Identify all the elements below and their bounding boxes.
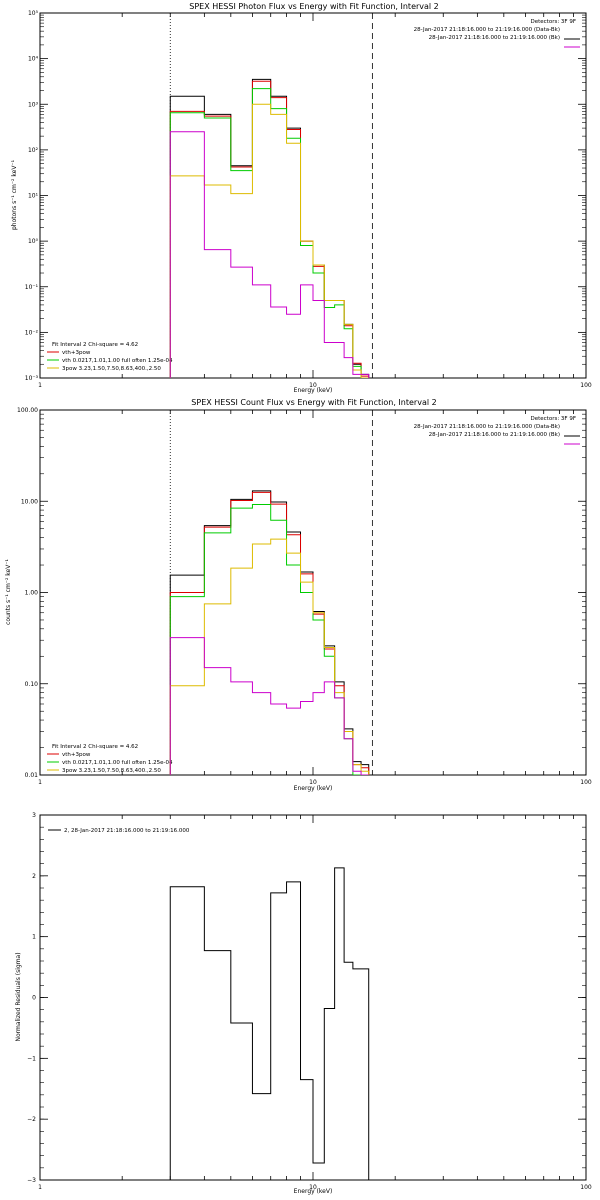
y-axis-label: Normalized Residuals (sigma): [15, 952, 22, 1041]
legend-label: 2, 28-Jan-2017 21:18:16.000 to 21:19:16.…: [64, 828, 190, 834]
residuals-panel: Energy (keV) Normalized Residuals (sigma…: [15, 812, 592, 1195]
y-tick-label: 3: [32, 812, 36, 819]
y-tick-label: 10.00: [21, 498, 38, 505]
series-group: [169, 78, 370, 378]
legend-label: 3pow 3.23,1.50,7.50,8.63,400.,2.50: [62, 366, 161, 372]
y-tick-label: 0.10: [25, 681, 39, 688]
legend-label: 3pow 3.23,1.50,7.50,8.63,400.,2.50: [62, 768, 161, 774]
y-tick-label: 0.01: [25, 772, 39, 779]
y-tick-label: 10¹: [28, 193, 39, 200]
x-tick-label: 100: [580, 382, 592, 389]
residuals-legend: 2, 28-Jan-2017 21:18:16.000 to 21:19:16.…: [64, 828, 190, 834]
chart-title: SPEX HESSI Count Flux vs Energy with Fit…: [191, 398, 436, 407]
y-tick-label: −2: [27, 1116, 36, 1123]
y-tick-label: 10⁻²: [25, 329, 39, 336]
detector-legend: Detectors: 3F 9F 28-Jan-2017 21:18:16.00…: [414, 416, 576, 438]
count-flux-panel: SPEX HESSI Count Flux vs Energy with Fit…: [5, 398, 592, 792]
y-tick-label: 10²: [28, 147, 39, 154]
series-line: [169, 103, 370, 378]
y-axis-label: photons s⁻¹ cm⁻² keV⁻¹: [11, 159, 18, 230]
series-line: [169, 131, 370, 378]
x-tick-label: 1: [38, 1184, 42, 1191]
fit-legend-header: Fit Interval 2 Chi-square = 4.62: [52, 342, 138, 348]
y-tick-label: 0: [32, 995, 36, 1002]
chart-title: SPEX HESSI Photon Flux vs Energy with Fi…: [189, 2, 439, 11]
x-tick-label: 100: [580, 1184, 592, 1191]
legend-label: 28-Jan-2017 21:18:16.000 to 21:19:16.000…: [414, 424, 560, 430]
legend-header: Detectors: 3F 9F: [530, 416, 576, 422]
x-tick-label: 10: [309, 779, 317, 786]
legend-label: vth 0.0217,1.01,1.00 full often 1.25e-04: [62, 358, 173, 364]
x-tick-label: 1: [38, 779, 42, 786]
series-group: [169, 490, 370, 775]
y-tick-label: 1: [32, 934, 36, 941]
x-tick-label: 100: [580, 779, 592, 786]
y-tick-label: 10⁻¹: [25, 284, 39, 291]
legend-label: vth+3pow: [62, 752, 91, 758]
y-tick-label: 2: [32, 873, 36, 880]
series-group: [169, 867, 370, 1180]
detector-legend: Detectors: 3F 9F 28-Jan-2017 21:18:16.00…: [414, 19, 576, 41]
y-tick-label: 10⁵: [28, 10, 39, 17]
x-tick-label: 10: [309, 382, 317, 389]
fit-legend-header: Fit Interval 2 Chi-square = 4.62: [52, 744, 138, 750]
legend-label: vth+3pow: [62, 350, 91, 356]
x-axis-label: Energy (keV): [294, 785, 333, 792]
y-tick-label: 10³: [28, 101, 39, 108]
legend-label: 28-Jan-2017 21:18:16.000 to 21:19:16.000…: [414, 27, 560, 33]
series-line: [169, 867, 370, 1180]
y-tick-label: −1: [27, 1055, 36, 1062]
legend-label: 28-Jan-2017 21:18:16.000 to 21:19:16.000…: [429, 432, 560, 438]
legend-header: Detectors: 3F 9F: [530, 19, 576, 25]
series-line: [169, 637, 370, 775]
x-axis-label: Energy (keV): [294, 387, 333, 394]
x-axis-label: Energy (keV): [294, 1188, 333, 1195]
legend-label: vth 0.0217,1.01,1.00 full often 1.25e-04: [62, 760, 173, 766]
x-tick-label: 1: [38, 382, 42, 389]
legend-label: 28-Jan-2017 21:18:16.000 to 21:19:16.000…: [429, 35, 560, 41]
photon-flux-panel: SPEX HESSI Photon Flux vs Energy with Fi…: [11, 2, 592, 394]
y-tick-label: 10⁰: [28, 238, 39, 245]
y-axis-label: counts s⁻¹ cm⁻² keV⁻¹: [5, 559, 12, 625]
y-tick-label: 1.00: [25, 590, 39, 597]
y-tick-label: 10⁴: [28, 56, 39, 63]
fit-legend: Fit Interval 2 Chi-square = 4.62 vth+3po…: [52, 342, 173, 372]
y-tick-label: 100.00: [17, 407, 38, 414]
fit-legend: Fit Interval 2 Chi-square = 4.62 vth+3po…: [52, 744, 173, 774]
y-tick-label: 10⁻³: [25, 375, 39, 382]
y-tick-label: −3: [27, 1177, 36, 1184]
x-tick-label: 10: [309, 1184, 317, 1191]
